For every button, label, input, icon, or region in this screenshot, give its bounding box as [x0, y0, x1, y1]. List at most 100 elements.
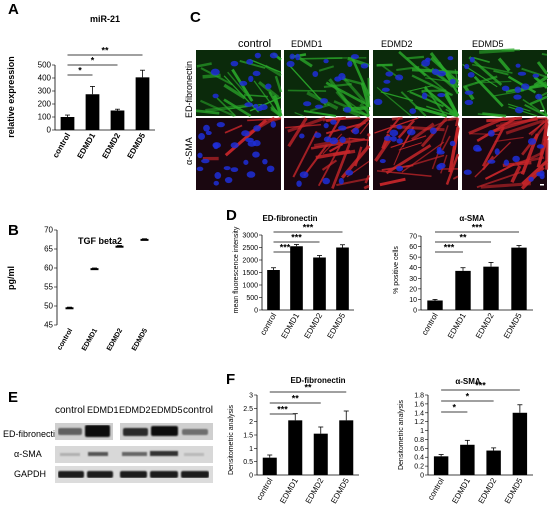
panel-label-c: C	[190, 9, 201, 26]
micro-nucleus	[517, 71, 527, 76]
chart-f1-sig-label: ***	[277, 405, 288, 415]
chart-d2-bar	[427, 300, 443, 310]
chart-f1-ytick-label: 2	[249, 419, 253, 426]
chart-a-ytick-label: 100	[38, 113, 52, 122]
micro-nucleus	[463, 169, 472, 175]
micro-tile-fibronectin-edmd1	[284, 50, 371, 118]
micro-fiber	[249, 58, 282, 74]
micro-fiber	[318, 65, 335, 72]
chart-d2: α-SMA 0 10 20 30 40 50 60 70 % positive cells cont…	[393, 214, 533, 340]
wb-lane-edmd1: EDMD1	[87, 405, 119, 415]
chart-a-title: miR-21	[90, 14, 120, 24]
chart-a: miR-21 0 100 200 300 400 500 relative expressio…	[6, 14, 155, 160]
micro-fiber	[541, 52, 548, 56]
micro-fiber	[385, 144, 432, 175]
micro-fiber	[448, 110, 459, 118]
micro-nucleus	[314, 132, 322, 139]
chart-f2-bar	[433, 456, 449, 475]
micro-fiber	[445, 153, 460, 185]
micro-nucleus	[329, 137, 339, 145]
micro-nucleus	[389, 129, 399, 137]
micro-fiber	[367, 77, 370, 106]
micro-fiber	[380, 91, 414, 102]
micro-fiber	[454, 69, 459, 84]
micro-fiber	[505, 118, 545, 135]
chart-d1-category-label: control	[258, 311, 278, 336]
micro-scale-bar	[540, 184, 544, 186]
chart-d1-ylabel: mean fluorescence intensity	[233, 226, 240, 313]
chart-f2-category-label: EDMD2	[477, 476, 499, 505]
micro-fiber	[479, 48, 515, 54]
wb-row-gapdh: GAPDH	[14, 469, 46, 479]
micro-fiber	[390, 135, 427, 149]
micro-tile-fibronectin-control	[195, 50, 283, 118]
chart-f1-bar	[339, 420, 354, 475]
chart-d1-bar	[267, 270, 280, 310]
micro-nucleus	[210, 68, 220, 76]
micro-fiber	[393, 146, 403, 166]
chart-d1: ED-fibronectin 0 500 1000 1500 2000 2500 3000me…	[233, 214, 354, 340]
chart-d2-ytick-label: 60	[409, 244, 417, 251]
chart-b-category-label: EDMD1	[81, 327, 99, 352]
chart-d1-bar	[290, 246, 303, 310]
micro-nucleus	[296, 180, 302, 187]
micro-nucleus	[360, 63, 369, 69]
chart-d2-category-label: EDMD1	[446, 311, 468, 340]
micro-nucleus	[286, 60, 295, 68]
micro-nucleus	[322, 177, 330, 185]
micro-nucleus	[323, 58, 329, 64]
chart-d1-ytick-label: 500	[246, 295, 258, 302]
micro-fiber	[406, 55, 425, 60]
chart-a-sig-label: *	[91, 56, 95, 66]
micro-fiber	[482, 112, 507, 118]
chart-f1-ytick-label: 3	[249, 393, 253, 400]
micro-nucleus	[338, 125, 347, 131]
micro-fiber	[292, 130, 318, 178]
chart-f2-bar	[486, 450, 501, 475]
chart-d2-ytick-label: 30	[409, 276, 417, 283]
micro-nucleus	[323, 122, 329, 129]
micro-fiber	[335, 90, 355, 111]
micro-fiber	[321, 159, 338, 171]
micro-nucleus	[352, 127, 360, 135]
micro-fiber	[494, 136, 524, 143]
chart-d2-bar	[455, 270, 471, 310]
micro-fiber	[328, 143, 344, 153]
chart-a-sig-label: *	[78, 66, 82, 76]
chart-d2-bar	[511, 247, 527, 310]
micro-fiber	[365, 132, 370, 150]
micro-nucleus	[254, 52, 261, 59]
micro-nucleus	[390, 136, 397, 142]
chart-d1-bar	[336, 247, 349, 310]
micro-fiber	[409, 90, 444, 108]
chart-b-ytick-label: 60	[44, 264, 53, 273]
micro-nucleus	[214, 172, 222, 180]
chart-f2-ylabel: Densitometric analysis	[398, 399, 405, 470]
micro-fiber	[414, 105, 448, 118]
chart-f2-category-label: control	[426, 476, 446, 501]
chart-d2-sig-label: **	[459, 233, 467, 243]
wb-lane-edmd5: EDMD5	[151, 405, 183, 415]
micro-nucleus	[396, 165, 404, 172]
micro-nucleus	[312, 71, 319, 77]
micro-nucleus	[512, 155, 520, 163]
micro-fiber	[376, 86, 412, 117]
panel-label-e: E	[8, 389, 18, 406]
micro-nucleus	[338, 177, 344, 185]
micro-nucleus	[464, 63, 470, 70]
chart-d2-sig-label: ***	[472, 223, 483, 233]
micro-fiber	[303, 109, 337, 118]
micro-fiber	[528, 119, 548, 135]
micro-nucleus	[469, 56, 475, 63]
micro-nucleus	[295, 53, 301, 61]
micro-nucleus	[230, 167, 239, 173]
micro-fiber	[481, 126, 505, 167]
micro-nucleus	[464, 99, 474, 106]
wb-row-fibronectin: ED-fibronectin	[3, 429, 60, 439]
micro-nucleus	[201, 158, 210, 164]
micro-nucleus	[514, 86, 522, 93]
chart-d2-ylabel: % positive cells	[393, 246, 400, 294]
micro-nucleus	[379, 159, 386, 164]
chart-d1-title: ED-fibronectin	[262, 214, 317, 223]
